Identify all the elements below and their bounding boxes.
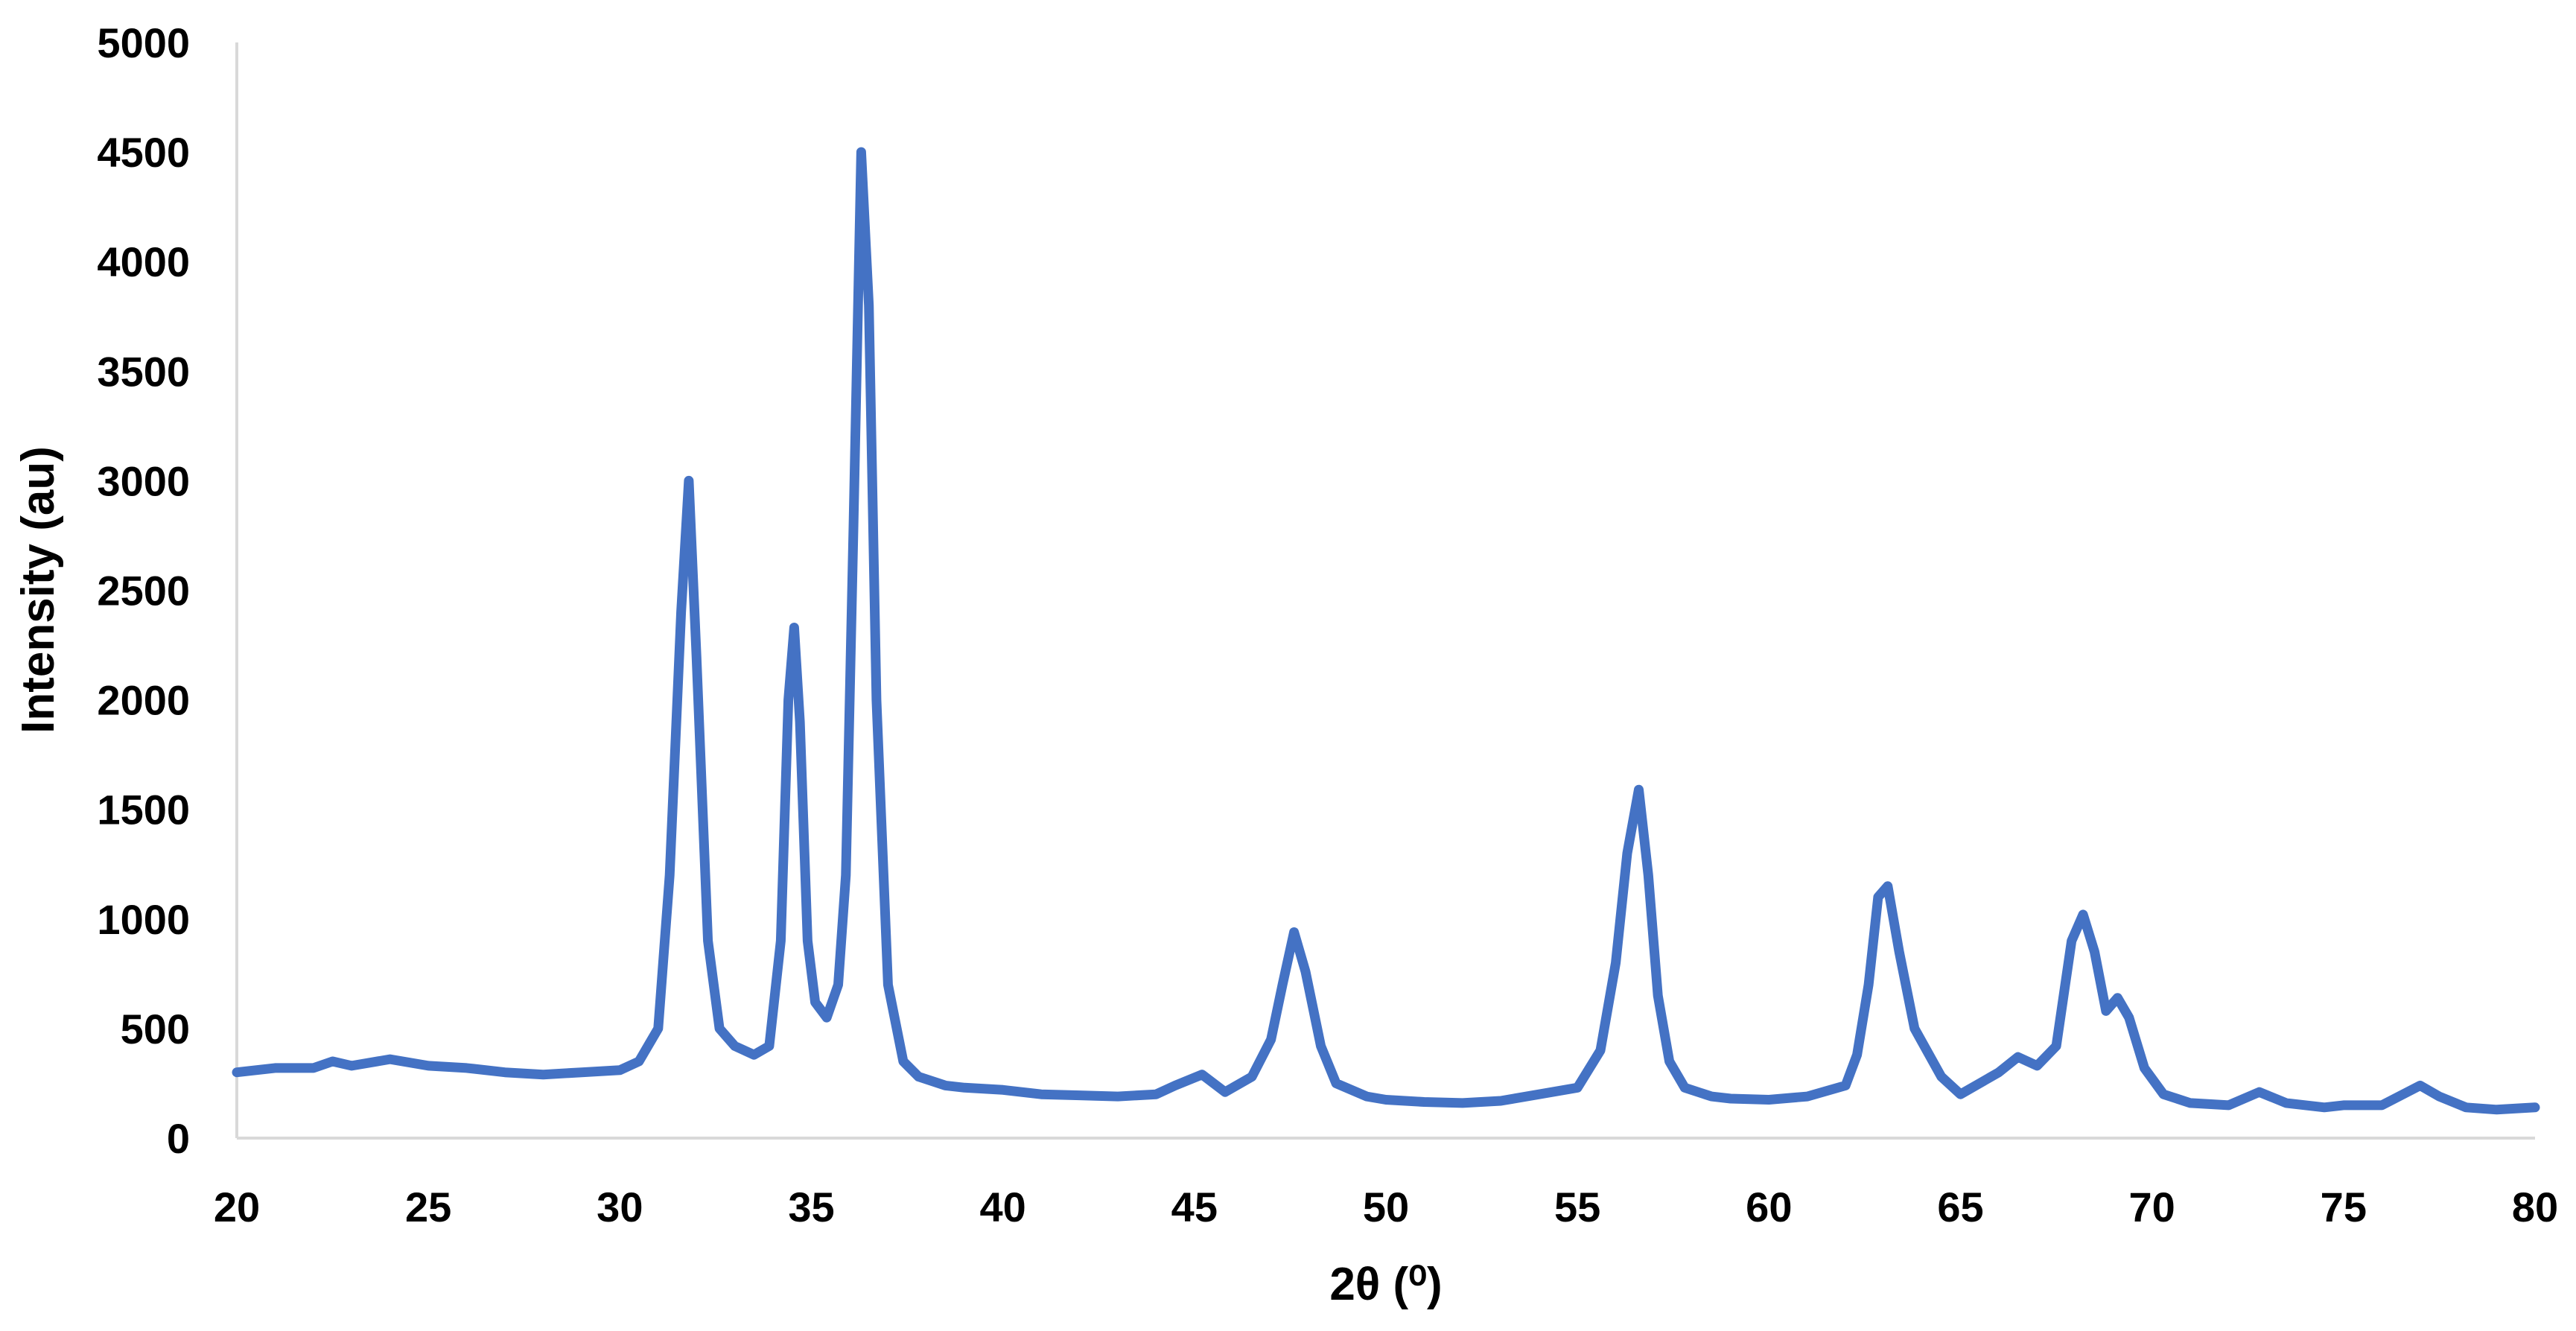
x-tick-label: 40 xyxy=(980,1184,1026,1230)
x-tick-label: 80 xyxy=(2512,1184,2558,1230)
y-tick-label: 2000 xyxy=(97,677,190,724)
y-tick-label: 500 xyxy=(121,1006,190,1052)
series-line-intensity xyxy=(232,147,2540,1115)
x-tick-label: 55 xyxy=(1554,1184,1600,1230)
y-tick-label: 0 xyxy=(167,1115,190,1162)
x-axis-title: 2θ (⁰) xyxy=(1329,1259,1442,1310)
y-tick-labels: 0 500 1000 1500 2000 2500 3000 3500 4000 4500 5000 xyxy=(97,19,190,1162)
x-tick-label: 60 xyxy=(1746,1184,1792,1230)
x-tick-label: 65 xyxy=(1937,1184,1983,1230)
y-tick-label: 1000 xyxy=(97,896,190,943)
y-tick-label: 3000 xyxy=(97,457,190,504)
x-tick-label: 35 xyxy=(788,1184,834,1230)
x-tick-labels: 20 25 30 35 40 45 50 55 60 65 70 75 80 xyxy=(214,1184,2558,1230)
x-tick-label: 50 xyxy=(1363,1184,1409,1230)
y-tick-label: 3500 xyxy=(97,348,190,395)
x-tick-label: 30 xyxy=(597,1184,643,1230)
y-tick-label: 5000 xyxy=(97,19,190,66)
x-tick-label: 70 xyxy=(2129,1184,2175,1230)
x-tick-label: 45 xyxy=(1171,1184,1218,1230)
y-axis-title: Intensity (au) xyxy=(13,446,64,734)
y-tick-label: 4000 xyxy=(97,238,190,285)
x-tick-label: 75 xyxy=(2321,1184,2367,1230)
y-tick-label: 4500 xyxy=(97,129,190,176)
x-tick-label: 20 xyxy=(214,1184,260,1230)
y-tick-label: 2500 xyxy=(97,568,190,614)
axes xyxy=(235,42,2535,1140)
x-tick-label: 25 xyxy=(405,1184,451,1230)
y-tick-label: 1500 xyxy=(97,787,190,833)
